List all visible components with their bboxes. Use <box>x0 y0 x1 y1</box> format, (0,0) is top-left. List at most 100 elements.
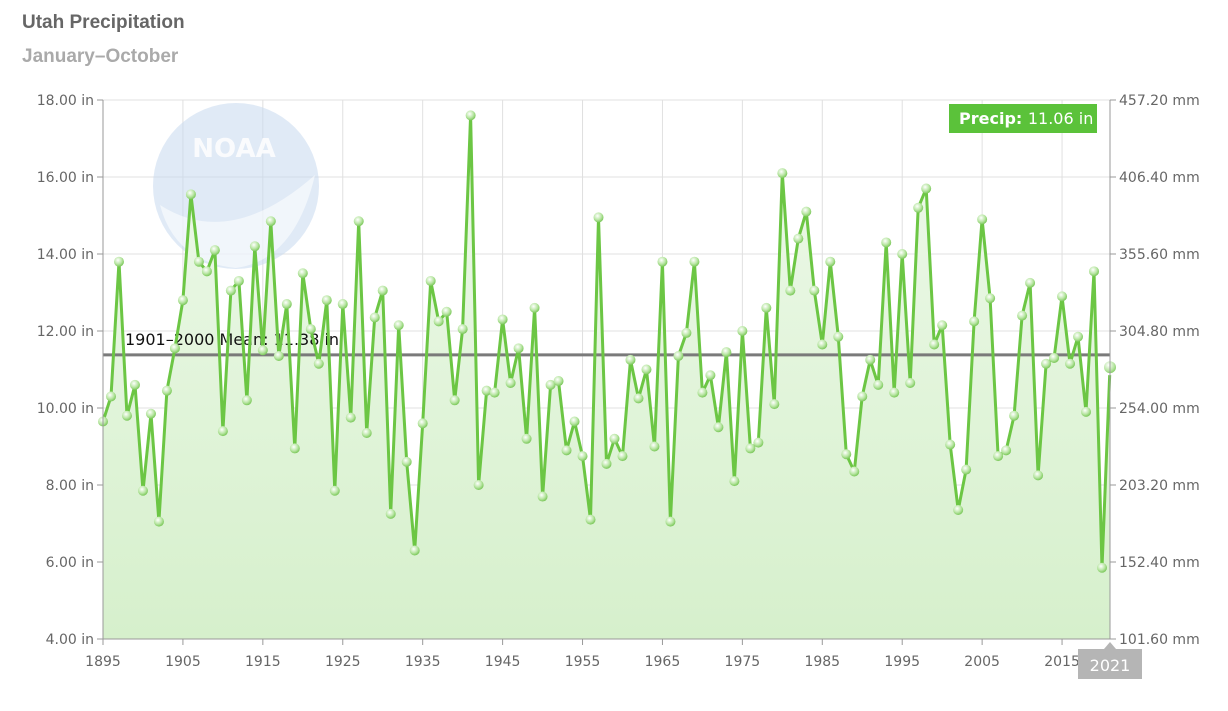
data-point[interactable] <box>857 391 868 402</box>
data-point[interactable] <box>945 439 956 450</box>
data-point[interactable] <box>697 387 708 398</box>
data-point[interactable] <box>705 370 716 381</box>
data-point[interactable] <box>569 416 580 427</box>
data-point[interactable] <box>137 485 148 496</box>
data-point[interactable] <box>689 256 700 267</box>
data-point[interactable] <box>993 451 1004 462</box>
data-point[interactable] <box>1057 291 1068 302</box>
data-point[interactable] <box>521 433 532 444</box>
data-point[interactable] <box>249 241 260 252</box>
data-point[interactable] <box>577 451 588 462</box>
data-point[interactable] <box>481 385 492 396</box>
data-point[interactable] <box>473 480 484 490</box>
data-point[interactable] <box>873 379 884 390</box>
data-point[interactable] <box>105 391 116 402</box>
data-point[interactable] <box>937 320 948 331</box>
data-point[interactable] <box>297 268 308 279</box>
data-point[interactable] <box>1033 470 1044 481</box>
data-point[interactable] <box>961 464 972 475</box>
data-point[interactable] <box>1009 410 1020 421</box>
data-point[interactable] <box>825 256 836 267</box>
data-point[interactable] <box>641 364 652 375</box>
data-point[interactable] <box>417 418 428 429</box>
data-point[interactable] <box>865 354 876 365</box>
data-point[interactable] <box>233 275 244 286</box>
data-point[interactable] <box>201 266 212 277</box>
data-point[interactable] <box>121 410 132 421</box>
data-point[interactable] <box>289 443 300 454</box>
data-point[interactable] <box>161 385 172 396</box>
data-point[interactable] <box>833 331 844 342</box>
data-point[interactable] <box>225 285 236 296</box>
data-point[interactable] <box>129 379 140 390</box>
data-point[interactable] <box>409 545 420 556</box>
data-point[interactable] <box>177 295 188 306</box>
data-point[interactable] <box>321 295 332 306</box>
data-point[interactable] <box>817 339 828 350</box>
data-point[interactable] <box>441 306 452 317</box>
data-point[interactable] <box>361 428 372 439</box>
data-point[interactable] <box>897 249 908 259</box>
data-point[interactable] <box>241 395 252 406</box>
data-point[interactable] <box>1041 358 1052 369</box>
data-point[interactable] <box>585 514 596 525</box>
data-point[interactable] <box>737 326 748 336</box>
data-point[interactable] <box>785 285 796 296</box>
data-point[interactable] <box>1049 352 1060 363</box>
data-point[interactable] <box>969 316 980 327</box>
data-point[interactable] <box>1017 310 1028 321</box>
data-point[interactable] <box>449 395 460 406</box>
data-point[interactable] <box>769 399 780 410</box>
data-point[interactable] <box>561 445 572 456</box>
data-point[interactable] <box>513 343 524 354</box>
data-point[interactable] <box>529 302 540 313</box>
data-point[interactable] <box>929 339 940 350</box>
data-point[interactable] <box>593 212 604 223</box>
data-point[interactable] <box>305 324 316 335</box>
data-point[interactable] <box>217 426 228 437</box>
data-point[interactable] <box>793 233 804 244</box>
data-point[interactable] <box>433 316 444 327</box>
data-point[interactable] <box>1073 331 1084 342</box>
data-point[interactable] <box>617 451 628 462</box>
data-point[interactable] <box>385 508 396 519</box>
data-point[interactable] <box>545 379 556 390</box>
data-point[interactable] <box>681 327 692 338</box>
data-point[interactable] <box>209 245 220 256</box>
data-point[interactable] <box>505 377 516 388</box>
data-point[interactable] <box>345 412 356 423</box>
data-point[interactable] <box>777 168 788 179</box>
data-point[interactable] <box>1097 562 1108 573</box>
data-point[interactable] <box>889 387 900 398</box>
data-point[interactable] <box>601 458 612 469</box>
data-point[interactable] <box>265 216 276 227</box>
data-point[interactable] <box>393 320 404 331</box>
data-point[interactable] <box>377 285 388 296</box>
data-point[interactable] <box>801 206 812 217</box>
data-point[interactable] <box>977 214 988 225</box>
data-point[interactable] <box>273 351 284 362</box>
data-point[interactable] <box>1065 358 1076 369</box>
data-point[interactable] <box>489 387 500 398</box>
data-point[interactable] <box>649 441 660 452</box>
data-point[interactable] <box>721 347 732 358</box>
data-point[interactable] <box>625 354 636 365</box>
data-point[interactable] <box>169 343 180 354</box>
data-point[interactable] <box>633 393 644 404</box>
data-point[interactable] <box>809 285 820 296</box>
data-point[interactable] <box>457 324 468 335</box>
data-point[interactable] <box>1081 406 1092 417</box>
data-point[interactable] <box>329 485 340 496</box>
data-point[interactable] <box>921 183 932 194</box>
data-point[interactable] <box>673 351 684 362</box>
data-point[interactable] <box>145 408 156 419</box>
data-point[interactable] <box>761 302 772 313</box>
data-point[interactable] <box>1001 445 1012 456</box>
data-point[interactable] <box>881 237 892 248</box>
data-point[interactable] <box>185 189 196 200</box>
data-point[interactable] <box>369 312 380 323</box>
data-point[interactable] <box>193 256 204 267</box>
data-point[interactable] <box>953 505 964 516</box>
data-point[interactable] <box>537 491 548 502</box>
data-point[interactable] <box>609 433 620 444</box>
